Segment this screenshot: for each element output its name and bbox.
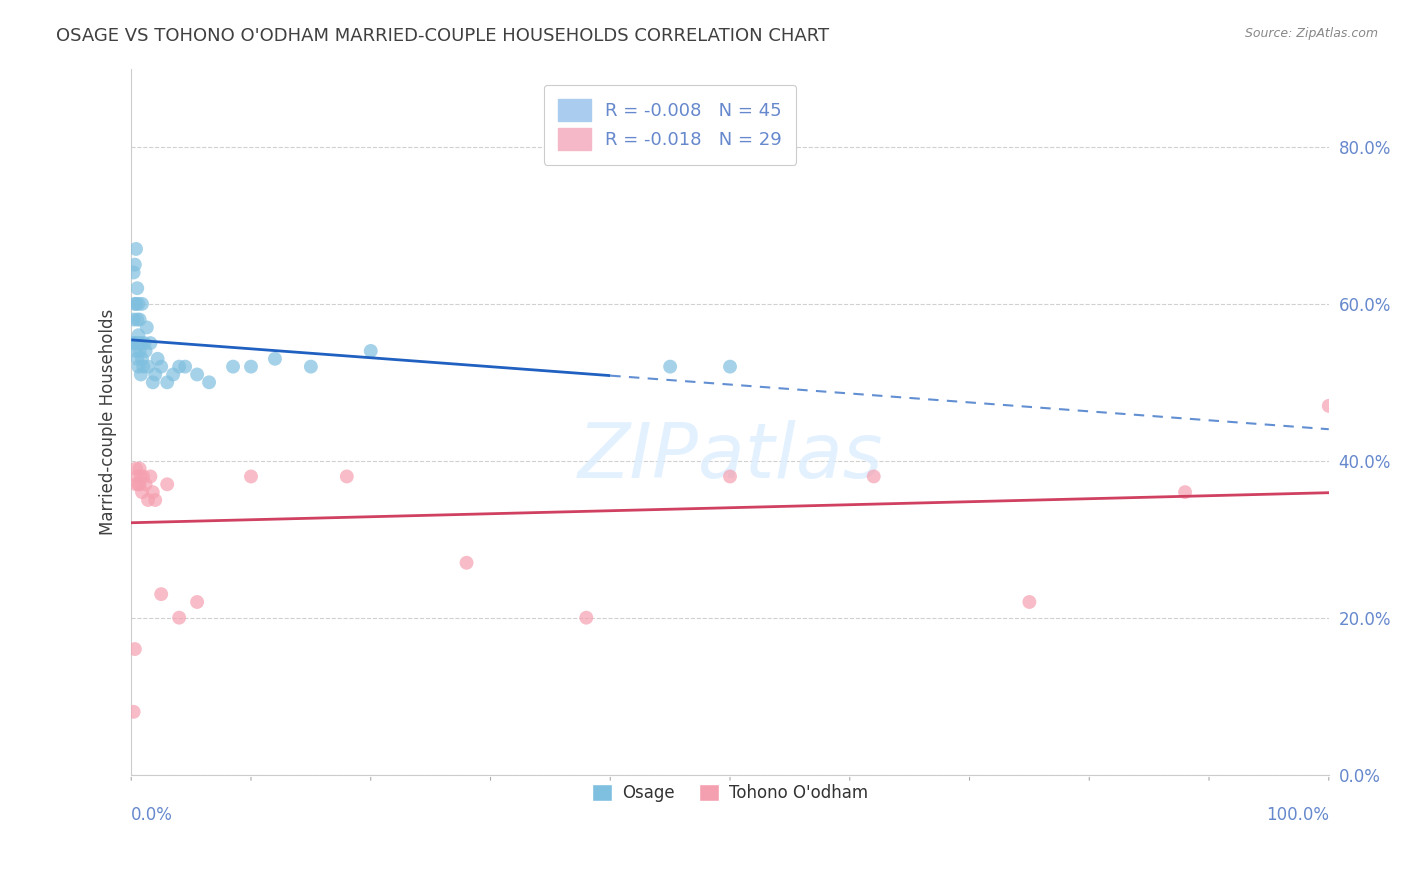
Point [174,359,197,374]
Text: 0.0%: 0.0% [131,806,173,824]
Point [128,343,150,358]
Point [186,595,208,609]
Point [575,610,598,624]
Point [127,328,149,343]
Point [299,359,322,374]
Point [125,477,148,491]
Point [360,343,382,358]
Point [186,368,208,382]
Point [131,351,153,366]
Point [143,368,166,382]
Point [125,343,148,358]
Point [131,485,153,500]
Point [1018,595,1040,609]
Point [456,556,478,570]
Point [240,359,263,374]
Point [146,351,169,366]
Y-axis label: Married-couple Households: Married-couple Households [100,309,117,534]
Point [240,469,263,483]
Point [1174,485,1197,500]
Point [127,477,149,491]
Point [132,359,155,374]
Point [862,469,884,483]
Point [128,312,150,326]
Point [659,359,682,374]
Point [136,493,159,508]
Point [162,368,184,382]
Point [143,493,166,508]
Point [127,351,149,366]
Point [128,461,150,475]
Text: 100.0%: 100.0% [1265,806,1329,824]
Point [122,705,145,719]
Point [134,336,156,351]
Point [129,469,152,483]
Text: ZIPatlas: ZIPatlas [578,420,883,494]
Point [142,376,165,390]
Point [264,351,287,366]
Point [127,359,149,374]
Legend: Osage, Tohono O'odham: Osage, Tohono O'odham [585,777,875,809]
Point [139,469,162,483]
Point [135,477,157,491]
Point [127,469,149,483]
Point [156,477,179,491]
Point [131,297,153,311]
Point [132,469,155,483]
Point [135,320,157,334]
Point [124,642,146,657]
Point [222,359,245,374]
Point [136,359,159,374]
Point [142,485,165,500]
Point [150,587,173,601]
Point [135,343,157,358]
Point [127,336,149,351]
Point [121,336,143,351]
Point [167,610,190,624]
Point [124,297,146,311]
Point [124,258,146,272]
Point [198,376,221,390]
Point [125,461,148,475]
Point [129,336,152,351]
Point [122,265,145,279]
Point [127,297,149,311]
Point [128,477,150,491]
Point [127,312,149,326]
Point [150,359,173,374]
Point [129,368,152,382]
Point [156,376,179,390]
Point [139,336,162,351]
Point [167,359,190,374]
Point [125,242,148,256]
Text: Source: ZipAtlas.com: Source: ZipAtlas.com [1244,27,1378,40]
Point [122,312,145,326]
Point [125,297,148,311]
Point [336,469,359,483]
Point [127,281,149,295]
Point [718,359,741,374]
Point [1317,399,1340,413]
Point [718,469,741,483]
Point [124,336,146,351]
Text: OSAGE VS TOHONO O'ODHAM MARRIED-COUPLE HOUSEHOLDS CORRELATION CHART: OSAGE VS TOHONO O'ODHAM MARRIED-COUPLE H… [56,27,830,45]
